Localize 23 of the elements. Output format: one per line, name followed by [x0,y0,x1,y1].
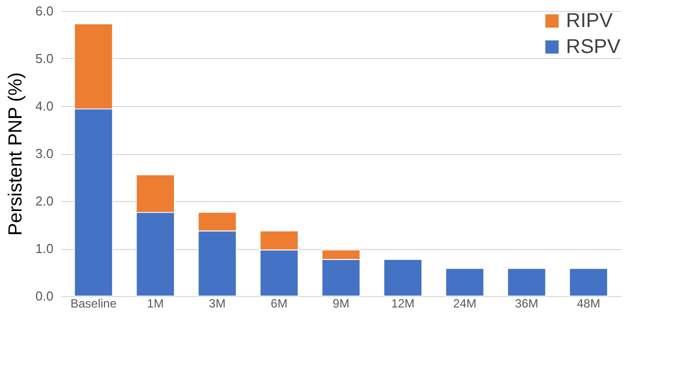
y-axis-title: Persistent PNP (%) [5,72,26,236]
bar [445,268,484,296]
x-tick-label: 1M [147,296,164,310]
x-tick-label: 9M [332,296,350,310]
y-tick-label: 0.0 [35,288,54,304]
y-tick-label: 5.0 [35,51,54,66]
y-tick-label: 4.0 [35,98,54,114]
y-tick-label: 2.0 [35,194,54,208]
x-tick-label: 48M [576,296,600,310]
x-tick-label: 6M [270,296,288,310]
bar [507,268,546,296]
x-tick-label: 3M [208,296,226,310]
x-tick-label: Baseline [70,296,117,310]
x-tick-label: 12M [391,296,415,310]
y-tick-label: 6.0 [35,4,54,18]
y-tick-label: 1.0 [35,241,54,256]
y-tick-label: 3.0 [35,146,54,161]
legend-label: RIPV [566,10,614,32]
x-tick-label: 36M [514,296,538,310]
bar [569,268,608,296]
x-tick-label: 24M [453,296,476,310]
legend-label: RSPV [566,36,622,58]
bar [383,259,422,296]
